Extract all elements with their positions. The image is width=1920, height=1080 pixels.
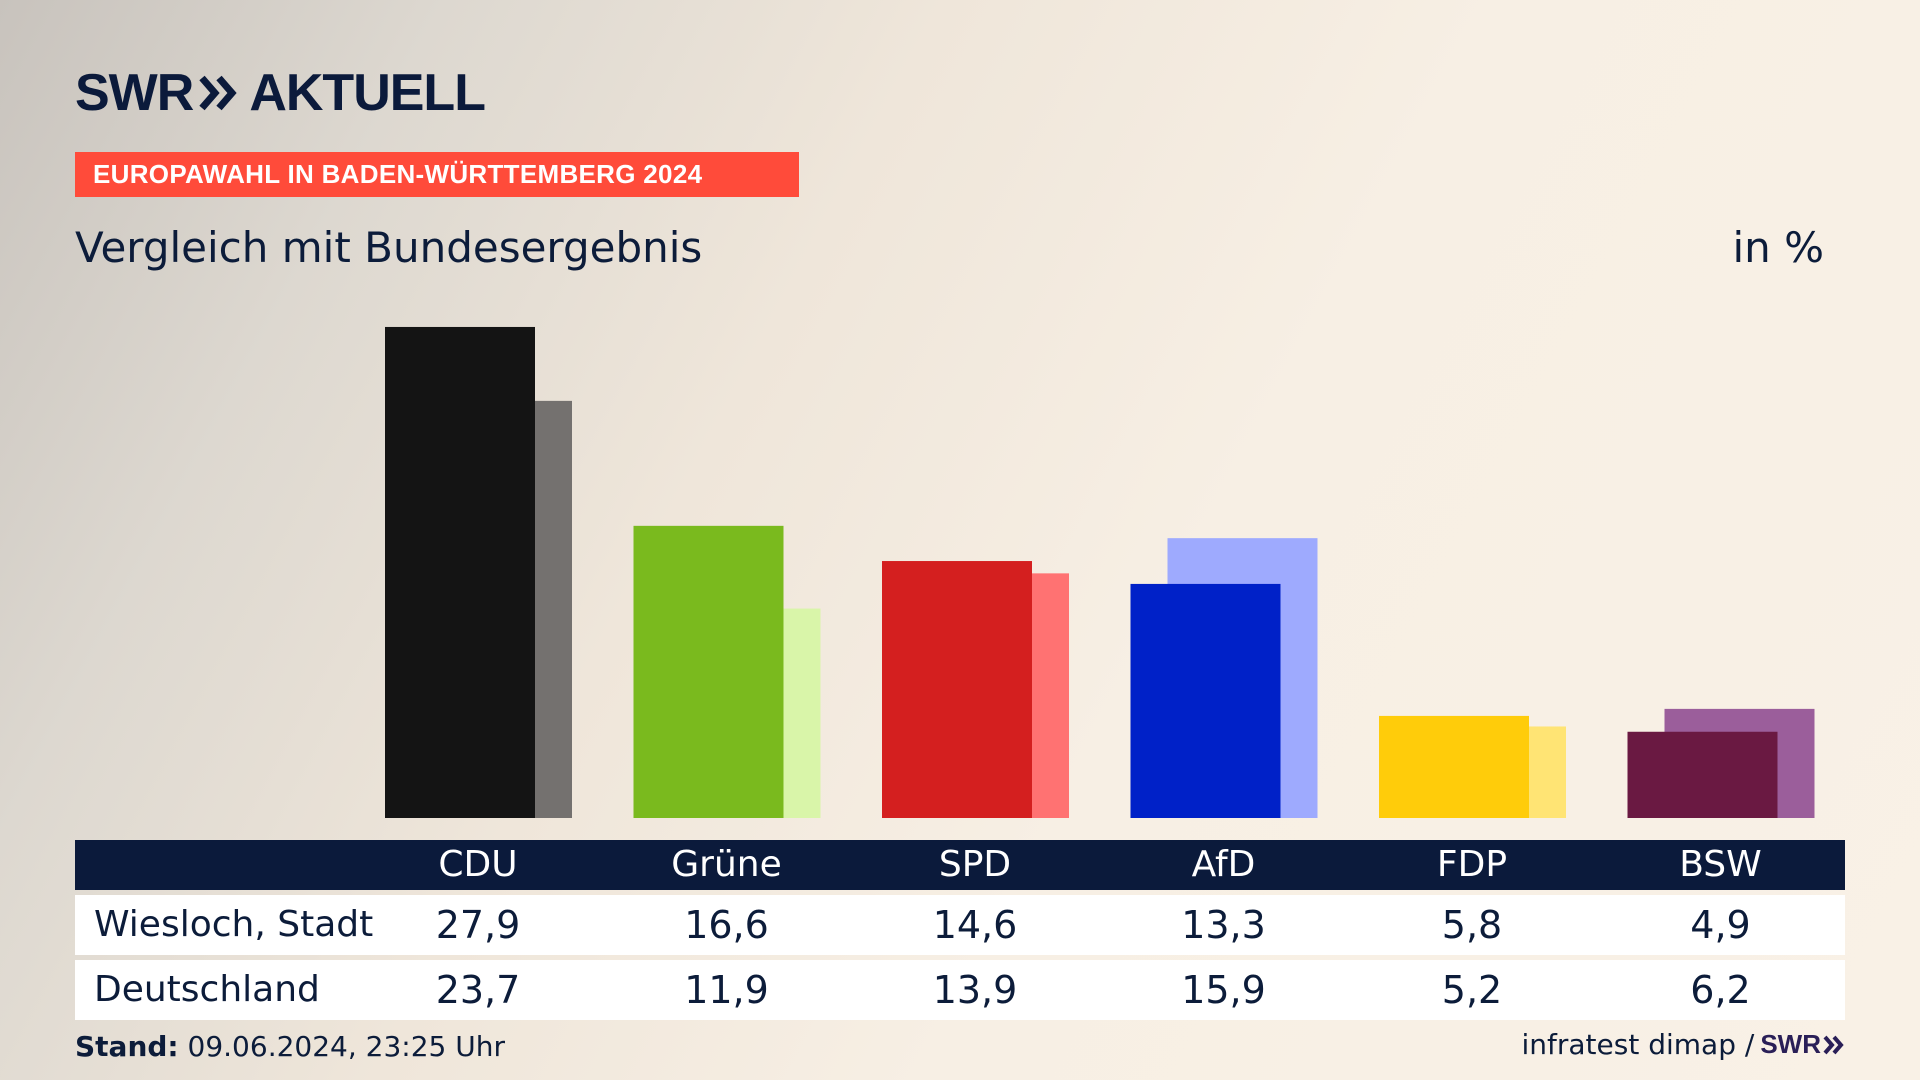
header-spd: SPD (938, 844, 1012, 885)
row-label: Wiesloch, Stadt (94, 904, 374, 945)
chart-subtitle: Vergleich mit Bundesergebnis (75, 223, 703, 272)
source-credit: infratest dimap / SWR (1522, 1028, 1846, 1061)
cell-wiesloch-fdp: 5,8 (1441, 903, 1503, 947)
bar-wiesloch-gr-ne (633, 525, 784, 818)
bar-wiesloch-cdu (385, 326, 535, 818)
cell-wiesloch-cdu: 27,9 (435, 903, 521, 947)
kicker-banner: EUROPAWAHL IN BADEN-WÜRTTEMBERG 2024 (75, 152, 799, 197)
cell-deutschland-fdp: 5,2 (1441, 968, 1503, 1012)
cell-deutschland-spd: 13,9 (932, 968, 1018, 1012)
unit-label: in % (1732, 223, 1824, 272)
table-header: CDU Grüne SPD AfD FDP BSW (75, 840, 1845, 890)
bar-chart (385, 326, 1815, 818)
bar-wiesloch-fdp (1379, 715, 1529, 818)
bar-wiesloch-spd (882, 561, 1032, 818)
header-fdp: FDP (1436, 844, 1508, 885)
logo-aktuell-text: AKTUELL (249, 64, 486, 122)
cell-deutschland-afd: 15,9 (1181, 968, 1266, 1012)
header-bsw: BSW (1679, 844, 1762, 885)
stand-label: Stand: (75, 1030, 179, 1063)
logo-swr-text: SWR (75, 64, 194, 122)
header-afd: AfD (1191, 844, 1256, 885)
stand-value: 09.06.2024, 23:25 Uhr (187, 1030, 505, 1063)
table-row: Deutschland 23,7 11,9 13,9 15,9 5,2 6,2 (75, 960, 1845, 1020)
results-table: CDU Grüne SPD AfD FDP BSW Wiesloch, Stadt 27,… (75, 840, 1845, 1020)
cell-deutschland-bsw: 6,2 (1690, 968, 1751, 1012)
table-row: Wiesloch, Stadt 27,9 16,6 14,6 13,3 5,8 4,9 (75, 895, 1845, 955)
cell-wiesloch-spd: 14,6 (932, 903, 1018, 947)
row-label: Deutschland (94, 969, 320, 1010)
source-brand: SWR (1760, 1029, 1821, 1059)
bar-wiesloch-afd (1130, 583, 1281, 818)
cell-wiesloch-afd: 13,3 (1181, 903, 1266, 947)
timestamp: Stand: 09.06.2024, 23:25 Uhr (75, 1030, 505, 1063)
double-chevron-icon (1823, 1035, 1844, 1054)
cell-deutschland-cdu: 23,7 (435, 968, 521, 1012)
cell-wiesloch-bsw: 4,9 (1690, 903, 1751, 947)
cell-wiesloch-gr-ne: 16,6 (684, 903, 769, 947)
swr-aktuell-logo: SWR AKTUELL (75, 64, 486, 122)
header-cdu: CDU (438, 844, 518, 885)
cell-deutschland-gr-ne: 11,9 (684, 968, 769, 1012)
bar-wiesloch-bsw (1627, 731, 1778, 818)
source-text: infratest dimap / (1521, 1028, 1755, 1061)
double-chevron-icon (199, 75, 237, 111)
header-gr-ne: Grüne (671, 844, 782, 885)
